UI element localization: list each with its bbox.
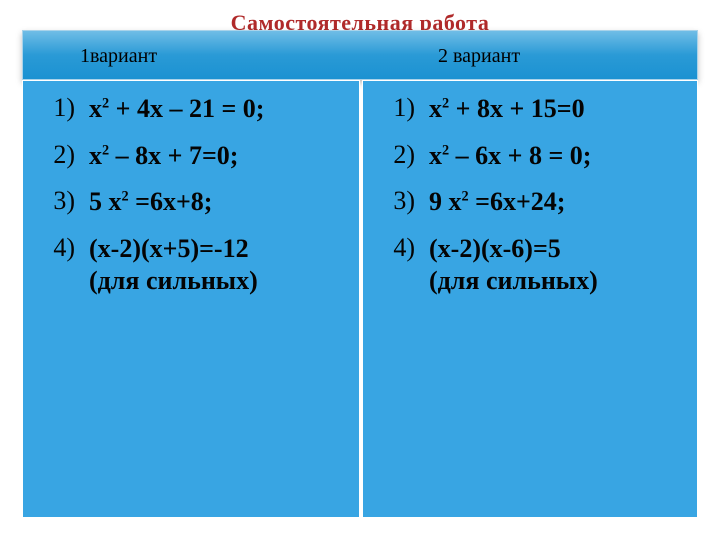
equation-number: 2) <box>41 140 89 170</box>
equation-text: (x-2)(x+5)=-12(для сильных) <box>89 233 341 298</box>
equation-row: 1)x2 + 8x + 15=0 <box>381 93 679 126</box>
equation-text: x2 – 6x + 8 = 0; <box>429 140 679 173</box>
equation-number: 1) <box>41 93 89 123</box>
equation-number: 4) <box>381 233 429 263</box>
equation-row: 2)x2 – 6x + 8 = 0; <box>381 140 679 173</box>
equation-row: 3)9 x2 =6x+24; <box>381 186 679 219</box>
equation-row: 4)(x-2)(x-6)=5(для сильных) <box>381 233 679 298</box>
equation-list-right: 1)x2 + 8x + 15=02)x2 – 6x + 8 = 0;3)9 x2… <box>363 81 697 324</box>
equation-row: 1)x2 + 4x – 21 = 0; <box>41 93 341 126</box>
equation-row: 2)x2 – 8x + 7=0; <box>41 140 341 173</box>
equation-text: x2 + 8x + 15=0 <box>429 93 679 126</box>
equation-number: 3) <box>381 186 429 216</box>
equation-list-left: 1)x2 + 4x – 21 = 0;2)x2 – 8x + 7=0;3)5 x… <box>23 81 359 324</box>
equation-text: x2 – 8x + 7=0; <box>89 140 341 173</box>
equation-text: (x-2)(x-6)=5(для сильных) <box>429 233 679 298</box>
panel-left: 1)x2 + 4x – 21 = 0;2)x2 – 8x + 7=0;3)5 x… <box>22 80 360 518</box>
equation-number: 2) <box>381 140 429 170</box>
column-header-right: 2 вариант <box>438 45 520 68</box>
equation-number: 3) <box>41 186 89 216</box>
equation-text: x2 + 4x – 21 = 0; <box>89 93 341 126</box>
equation-row: 4)(x-2)(x+5)=-12(для сильных) <box>41 233 341 298</box>
slide: Самостоятельная работа 1вариант 2 вариан… <box>0 0 720 540</box>
equation-number: 1) <box>381 93 429 123</box>
panel-right: 1)x2 + 8x + 15=02)x2 – 6x + 8 = 0;3)9 x2… <box>362 80 698 518</box>
equation-text: 9 x2 =6x+24; <box>429 186 679 219</box>
column-header-left: 1вариант <box>80 45 157 68</box>
equation-row: 3)5 x2 =6x+8; <box>41 186 341 219</box>
equation-text: 5 x2 =6x+8; <box>89 186 341 219</box>
equation-number: 4) <box>41 233 89 263</box>
